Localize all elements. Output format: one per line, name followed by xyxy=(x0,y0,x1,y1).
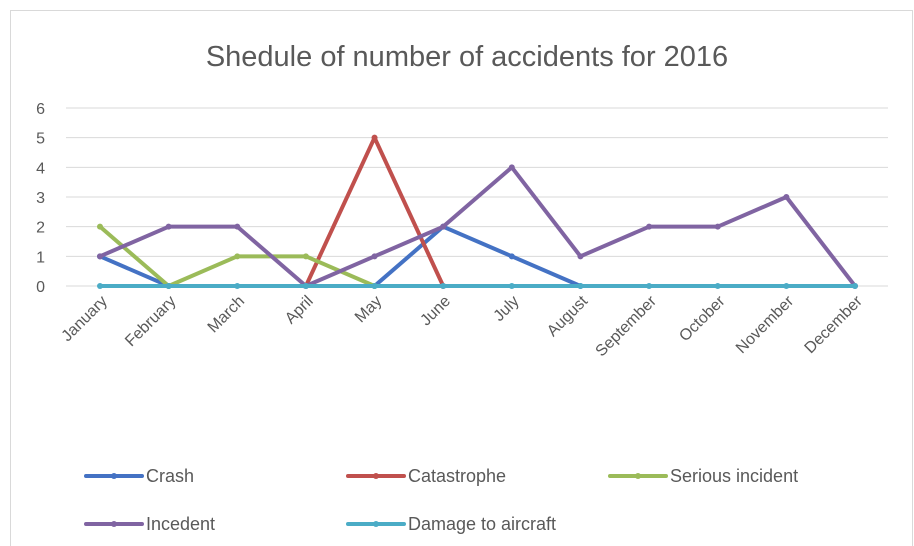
legend-label: Incedent xyxy=(146,514,215,534)
y-tick-label: 5 xyxy=(36,131,45,148)
series-lines xyxy=(97,134,858,289)
legend-item: Catastrophe xyxy=(346,466,506,486)
data-point xyxy=(302,283,309,289)
data-point xyxy=(97,223,103,230)
data-point xyxy=(440,283,447,289)
legend-item: Crash xyxy=(84,466,194,486)
chart-frame xyxy=(10,10,913,546)
legend: Crash Catastrophe Serious incident Incedent… xyxy=(84,466,798,534)
x-tick-label: March xyxy=(205,293,248,336)
legend-marker xyxy=(373,473,379,479)
data-point xyxy=(371,283,378,289)
y-tick-label: 2 xyxy=(36,220,45,237)
x-axis-ticks: January February March April May June July Augu… xyxy=(59,292,867,360)
x-tick-label: July xyxy=(491,293,523,325)
data-point xyxy=(646,283,653,289)
y-tick-label: 3 xyxy=(36,190,45,207)
data-point xyxy=(714,223,721,230)
data-point xyxy=(577,283,584,289)
data-point xyxy=(714,283,721,289)
y-tick-label: 0 xyxy=(36,279,45,296)
data-point xyxy=(97,253,103,260)
data-point xyxy=(440,223,447,230)
x-tick-label: January xyxy=(59,293,111,345)
data-point xyxy=(577,253,584,260)
legend-label: Catastrophe xyxy=(408,466,506,486)
legend-marker xyxy=(373,521,379,527)
x-tick-label: June xyxy=(417,293,454,330)
legend-label: Serious incident xyxy=(670,466,798,486)
data-point xyxy=(234,253,241,260)
x-tick-label: April xyxy=(282,293,317,328)
data-point xyxy=(371,134,378,141)
legend-item: Damage to aircraft xyxy=(346,514,556,534)
y-tick-label: 6 xyxy=(36,101,45,118)
y-axis-ticks: 0 1 2 3 4 5 6 xyxy=(36,101,45,296)
series-incedent xyxy=(97,164,858,289)
legend-item: Incedent xyxy=(84,514,215,534)
data-point xyxy=(783,283,790,289)
data-point xyxy=(234,223,241,230)
data-point xyxy=(646,223,653,230)
series-line xyxy=(98,254,171,288)
chart-title: Shedule of number of accidents for 2016 xyxy=(206,41,728,73)
data-point xyxy=(508,164,515,171)
data-point xyxy=(302,253,309,260)
x-tick-label: February xyxy=(122,293,179,350)
data-point xyxy=(165,223,172,230)
x-tick-label: September xyxy=(593,292,661,360)
legend-marker xyxy=(111,473,117,479)
legend-label: Crash xyxy=(146,466,194,486)
data-point xyxy=(783,194,790,200)
data-point xyxy=(234,283,241,289)
data-point xyxy=(371,253,378,260)
data-point xyxy=(97,283,103,289)
data-point xyxy=(852,283,858,289)
series-line xyxy=(98,165,857,288)
y-tick-label: 4 xyxy=(36,160,45,177)
x-tick-label: August xyxy=(544,292,592,340)
legend-label: Damage to aircraft xyxy=(408,514,556,534)
x-tick-label: November xyxy=(733,292,798,357)
x-tick-label: May xyxy=(352,293,385,326)
x-tick-label: December xyxy=(802,292,867,357)
legend-marker xyxy=(111,521,117,527)
data-point xyxy=(508,283,515,289)
legend-item: Serious incident xyxy=(608,466,798,486)
data-point xyxy=(508,253,515,260)
y-tick-label: 1 xyxy=(36,249,45,266)
data-point xyxy=(165,283,172,289)
x-tick-label: October xyxy=(676,292,729,345)
series-damage-to-aircraft xyxy=(97,283,858,289)
legend-marker xyxy=(635,473,641,479)
